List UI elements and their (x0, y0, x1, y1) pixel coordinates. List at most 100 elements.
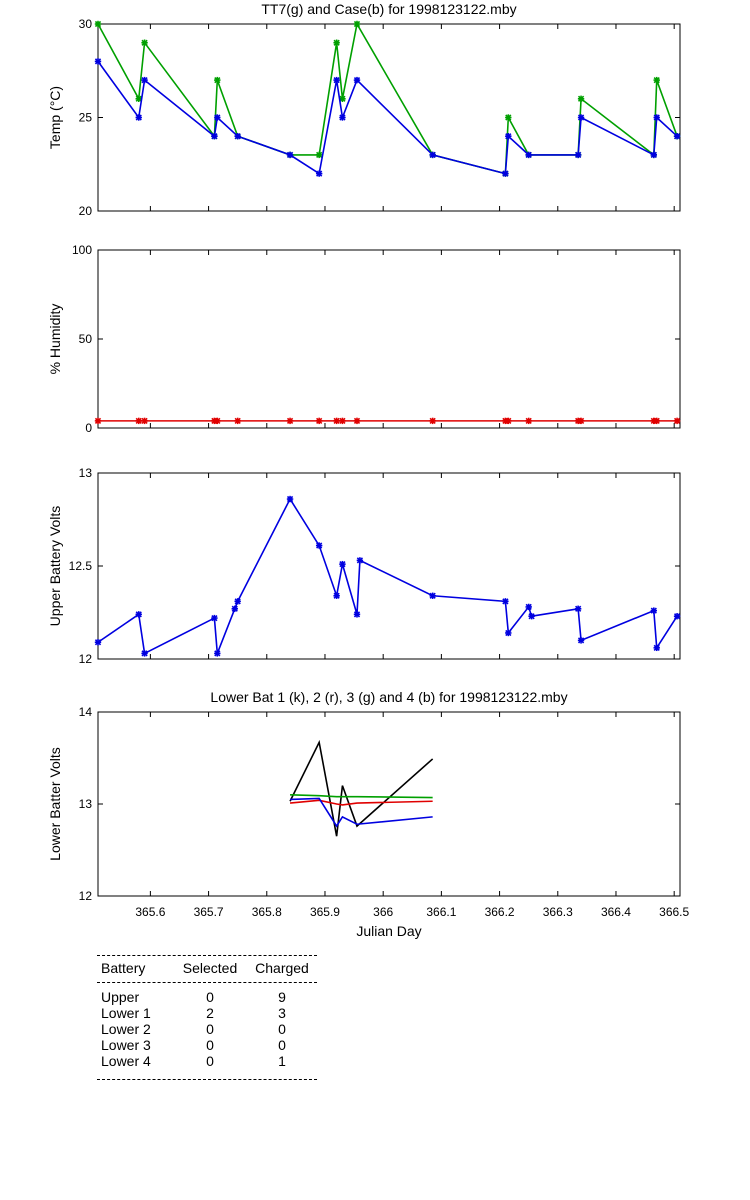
data-point (502, 170, 509, 177)
header-selected: Selected (182, 960, 238, 976)
charts-canvas: 20 25 30 TT7(g) and Case(b) for 1998123122.… (47, 1, 690, 939)
data-point (286, 151, 294, 159)
cell-selected: 0 (206, 989, 214, 1005)
data-point (211, 614, 218, 622)
x-tick-label: 365.6 (135, 905, 165, 919)
plot-frame (97, 711, 681, 897)
data-point (353, 76, 361, 84)
y-tick-label: 12.5 (69, 559, 93, 573)
series-line (97, 21, 678, 175)
y-tick-label: 25 (79, 111, 93, 125)
data-point (429, 592, 436, 599)
x-axis-label: Julian Day (356, 923, 421, 939)
table-header-row: Battery Selected Charged (97, 960, 317, 976)
y-axis-label: Temp (°C) (47, 86, 63, 149)
cell-selected: 0 (206, 1037, 214, 1053)
data-point (135, 95, 142, 102)
data-point (214, 114, 221, 121)
data-point (234, 417, 241, 425)
data-point (339, 560, 346, 568)
data-point (505, 417, 512, 425)
y-tick-label: 20 (79, 204, 93, 218)
data-point (339, 114, 346, 121)
data-point (525, 603, 532, 611)
chart-title: TT7(g) and Case(b) for 1998123122.mby (261, 1, 516, 17)
series-line (289, 799, 433, 806)
y-axis-label: % Humidity (47, 304, 63, 375)
cell-battery: Lower 1 (101, 1005, 151, 1021)
table-rule-mid (97, 982, 317, 983)
data-point (673, 133, 681, 140)
data-point (333, 76, 340, 84)
data-point (574, 605, 582, 612)
y-tick-label: 100 (72, 243, 92, 257)
x-tick-label: 366.3 (543, 905, 573, 919)
x-tick-label: 366 (373, 905, 393, 919)
data-point (286, 495, 294, 503)
x-tick-label: 366.5 (659, 905, 689, 919)
table-row: Lower 3 0 0 (97, 1037, 317, 1053)
data-point (653, 417, 660, 425)
data-point (141, 650, 148, 657)
data-point (525, 151, 532, 159)
data-point (673, 417, 681, 425)
data-point (333, 592, 340, 599)
data-point (505, 629, 512, 637)
series-line (290, 794, 433, 799)
data-point (315, 417, 323, 425)
data-point (214, 76, 221, 84)
data-point (94, 417, 102, 425)
data-point (577, 95, 585, 102)
cell-charged: 1 (278, 1053, 286, 1069)
cell-selected: 0 (206, 1021, 214, 1037)
table-rule-bottom (97, 1079, 317, 1080)
header-charged: Charged (255, 960, 309, 976)
data-point (577, 417, 585, 425)
y-axis-label: Lower Batter Volts (47, 747, 63, 861)
data-point (650, 607, 658, 614)
plot-frame (97, 472, 681, 660)
header-battery: Battery (101, 960, 146, 976)
cell-charged: 0 (278, 1037, 286, 1053)
y-tick-label: 12 (79, 652, 93, 666)
table-row: Upper 0 9 (97, 989, 317, 1005)
data-point (333, 417, 340, 425)
x-tick-label: 365.9 (310, 905, 340, 919)
data-point (429, 151, 436, 159)
data-point (505, 133, 512, 140)
y-tick-label: 0 (85, 421, 92, 435)
y-tick-label: 14 (79, 705, 93, 719)
data-point (353, 417, 361, 425)
data-point (333, 39, 340, 46)
x-tick-label: 366.2 (485, 905, 515, 919)
data-point (577, 637, 585, 644)
data-point (141, 76, 148, 84)
data-point (141, 417, 148, 425)
data-point (650, 151, 658, 159)
data-point (356, 557, 364, 564)
cell-battery: Lower 3 (101, 1037, 151, 1053)
data-point (653, 114, 660, 121)
table-row: Lower 4 0 1 (97, 1053, 317, 1069)
data-point (339, 417, 346, 425)
cell-battery: Lower 2 (101, 1021, 151, 1037)
data-point (653, 76, 660, 84)
cell-selected: 2 (206, 1005, 214, 1021)
chart-title: Lower Bat 1 (k), 2 (r), 3 (g) and 4 (b) … (210, 689, 567, 705)
table-rule-top (97, 955, 317, 956)
table-row: Lower 2 0 0 (97, 1021, 317, 1037)
cell-selected: 0 (206, 1053, 214, 1069)
x-tick-label: 365.8 (252, 905, 282, 919)
cell-battery: Lower 4 (101, 1053, 151, 1069)
y-axis-label: Upper Battery Volts (47, 506, 63, 627)
cell-battery: Upper (101, 989, 140, 1005)
y-tick-label: 13 (79, 466, 93, 480)
data-point (141, 39, 148, 46)
series-line (289, 739, 434, 837)
y-tick-label: 30 (79, 17, 93, 31)
table-row: Lower 1 2 3 (97, 1005, 317, 1021)
data-point (653, 644, 660, 652)
data-point (214, 650, 221, 657)
data-point (525, 417, 532, 425)
data-point (286, 417, 294, 425)
